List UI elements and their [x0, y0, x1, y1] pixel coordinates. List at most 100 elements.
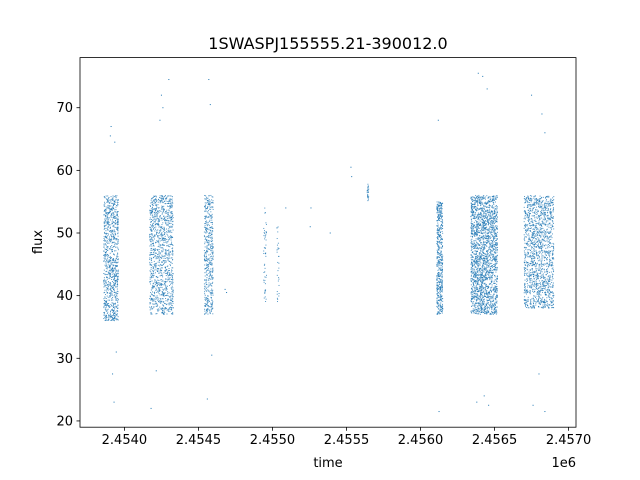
data-point — [160, 267, 162, 269]
data-point — [475, 216, 477, 218]
data-point — [156, 215, 158, 217]
data-point — [206, 309, 208, 311]
data-point — [439, 210, 441, 212]
data-point — [479, 202, 481, 204]
data-point — [440, 300, 442, 302]
data-point — [495, 307, 497, 309]
data-point — [484, 237, 486, 239]
data-point — [486, 290, 488, 292]
data-point — [107, 285, 109, 287]
data-point — [488, 222, 490, 224]
data-point — [480, 250, 482, 252]
data-point — [155, 252, 157, 254]
data-point — [490, 249, 492, 251]
data-point — [172, 277, 174, 279]
data-point — [278, 262, 280, 264]
data-point — [168, 269, 170, 271]
data-point — [204, 296, 206, 298]
data-point — [155, 208, 157, 210]
data-point — [471, 272, 473, 274]
data-point — [441, 208, 443, 210]
data-point — [107, 213, 109, 215]
data-point — [436, 306, 438, 308]
data-point — [111, 267, 113, 269]
data-point — [490, 231, 492, 233]
data-point — [470, 284, 472, 286]
data-point — [476, 299, 478, 301]
data-point — [172, 300, 174, 302]
data-point — [169, 273, 171, 275]
data-point — [106, 198, 108, 200]
data-point — [116, 284, 118, 286]
data-point — [490, 244, 492, 246]
data-point — [106, 255, 108, 257]
data-point — [111, 249, 113, 251]
data-point — [158, 289, 160, 291]
data-point — [171, 248, 173, 250]
data-point — [484, 274, 486, 276]
data-point — [482, 258, 484, 260]
data-point — [480, 283, 482, 285]
data-point — [160, 238, 162, 240]
data-point — [116, 265, 118, 267]
data-point — [486, 220, 488, 222]
data-point — [104, 215, 106, 217]
data-point — [208, 266, 210, 268]
data-point — [491, 260, 493, 262]
data-point — [482, 280, 484, 282]
data-point — [486, 278, 488, 280]
data-point — [471, 200, 473, 202]
data-point — [113, 318, 115, 320]
data-point — [491, 239, 493, 241]
data-point — [485, 272, 487, 274]
data-point — [169, 263, 171, 265]
data-point — [493, 293, 495, 295]
data-point — [106, 282, 108, 284]
data-point — [172, 258, 174, 260]
data-point — [475, 263, 477, 265]
data-point — [475, 196, 477, 198]
data-point — [482, 248, 484, 250]
data-point — [476, 295, 478, 297]
data-point — [157, 287, 159, 289]
data-point — [488, 217, 490, 219]
data-point — [116, 280, 118, 282]
data-point — [491, 198, 493, 200]
data-point — [483, 197, 485, 199]
data-point — [112, 287, 114, 289]
data-point — [160, 282, 162, 284]
data-point — [150, 238, 152, 240]
data-point — [103, 281, 105, 283]
data-point — [165, 281, 167, 283]
data-point — [207, 200, 209, 202]
data-point — [489, 216, 491, 218]
data-point — [108, 277, 110, 279]
data-point — [155, 212, 157, 214]
data-point — [208, 259, 210, 261]
data-point — [474, 218, 476, 220]
data-point — [105, 319, 107, 321]
data-point — [155, 215, 157, 217]
data-point — [165, 211, 167, 213]
data-point — [164, 221, 166, 223]
data-point — [479, 300, 481, 302]
data-point — [478, 194, 480, 196]
data-point — [156, 282, 158, 284]
data-point — [158, 290, 160, 292]
data-point — [105, 224, 107, 226]
data-point — [163, 295, 165, 297]
data-point — [171, 304, 173, 306]
data-point — [437, 206, 439, 208]
data-point — [107, 303, 109, 305]
data-point — [491, 243, 493, 245]
data-point — [109, 306, 111, 308]
data-point — [158, 210, 160, 212]
data-point — [440, 254, 442, 256]
data-point — [437, 216, 439, 218]
data-point — [165, 300, 167, 302]
data-point — [113, 241, 115, 243]
data-point — [156, 303, 158, 305]
data-point — [471, 196, 473, 198]
data-point — [470, 259, 472, 261]
data-point — [471, 199, 473, 201]
